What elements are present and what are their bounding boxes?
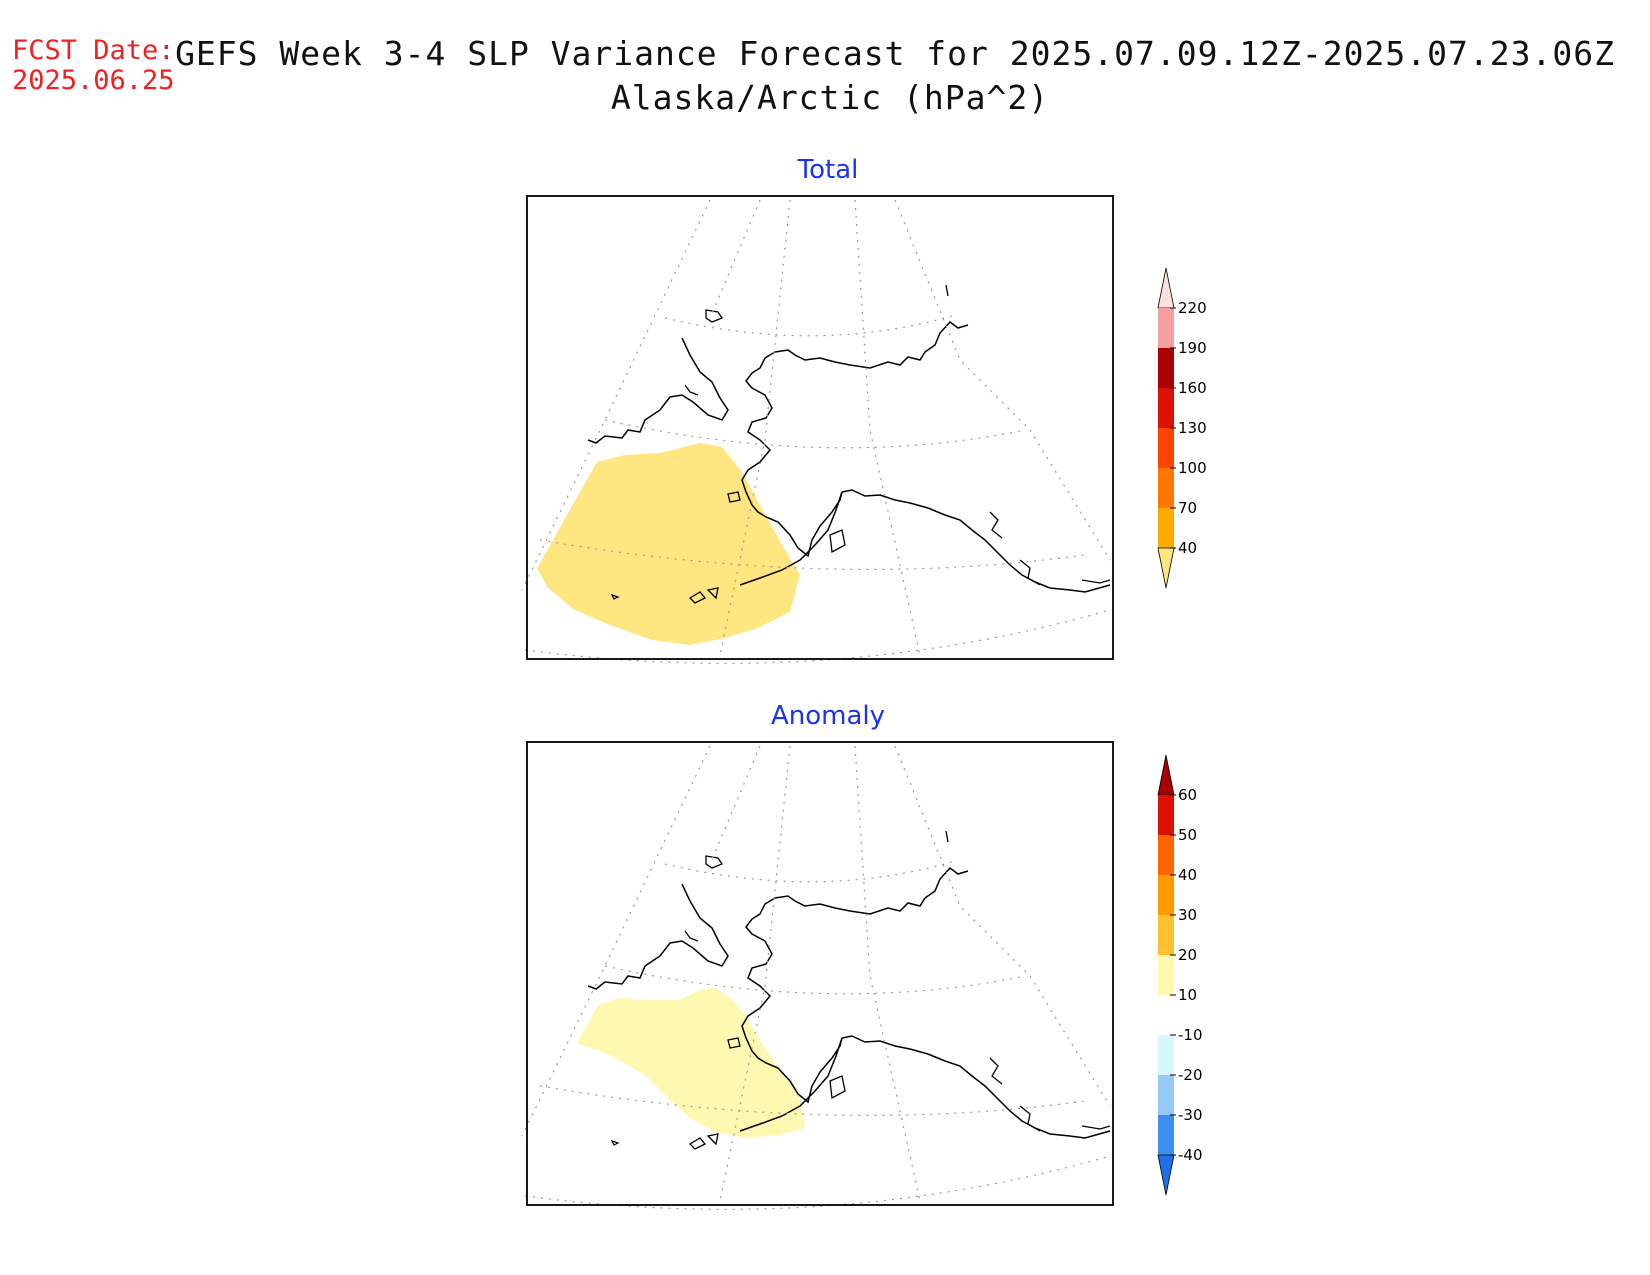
colorbar-segment: [1158, 955, 1174, 995]
colorbar-total: 40 70 100 130 160 190 220: [1157, 267, 1207, 589]
colorbar-tick-label: 40: [1178, 539, 1197, 557]
colorbar-segment: [1158, 835, 1174, 875]
colorbar-segment: [1158, 995, 1174, 1035]
colorbar-end-bottom: [1157, 547, 1175, 589]
variance-shading-total: [537, 443, 800, 645]
colorbar-end-bottom: [1157, 1154, 1175, 1196]
coastline-anomaly: [521, 745, 1111, 1211]
colorbar-tick-label: 20: [1178, 946, 1197, 964]
colorbar-segment: [1158, 915, 1174, 955]
map-frame-anomaly: [526, 741, 1114, 1206]
colorbar-segment: [1158, 308, 1174, 348]
colorbar-tick-label: 50: [1178, 826, 1197, 844]
colorbar-tick-label: 60: [1178, 786, 1197, 804]
colorbar-segment: [1158, 388, 1174, 428]
colorbar-tick-label: -20: [1178, 1066, 1203, 1084]
forecast-date-value: 2025.06.25: [12, 65, 175, 96]
colorbar-end-top: [1157, 267, 1175, 309]
map-anomaly: [521, 741, 1114, 1211]
colorbar-segment: [1158, 468, 1174, 508]
map-frame-total: [526, 195, 1114, 660]
forecast-date-block: FCST Date: 2025.06.25: [12, 36, 175, 96]
colorbar-segment: [1158, 1035, 1174, 1075]
colorbar-tick-label: 130: [1178, 419, 1207, 437]
title-line-1: GEFS Week 3-4 SLP Variance Forecast for …: [175, 34, 1615, 73]
title-line-2: Alaska/Arctic (hPa^2): [610, 78, 1050, 117]
colorbar-tick-label: 190: [1178, 339, 1207, 357]
colorbar-segment: [1158, 508, 1174, 548]
colorbar-tick-label: 30: [1178, 906, 1197, 924]
panel-title-anomaly: Anomaly: [771, 701, 885, 731]
colorbar-anomaly: -40 -30 -20 -10 10 20 30 40 50 60: [1157, 754, 1203, 1196]
colorbar-segment: [1158, 428, 1174, 468]
map-total: [521, 195, 1114, 665]
colorbar-tick-label: 40: [1178, 866, 1197, 884]
colorbar-tick-label: 70: [1178, 499, 1197, 517]
colorbar-segment: [1158, 1075, 1174, 1115]
colorbar-segment: [1158, 348, 1174, 388]
colorbar-tick-label: 10: [1178, 986, 1197, 1004]
figure-title: GEFS Week 3-4 SLP Variance Forecast for …: [0, 32, 1650, 120]
colorbar-tick-label: 160: [1178, 379, 1207, 397]
panel-title-total: Total: [797, 155, 859, 185]
panel-anomaly: Anomaly -40 -30 -20 -10 10 20 30 40 50 60: [521, 701, 1203, 1211]
colorbar-segment: [1158, 795, 1174, 835]
colorbar-segment: [1158, 1115, 1174, 1155]
forecast-date-label: FCST Date:: [12, 35, 175, 66]
colorbar-tick-label: 100: [1178, 459, 1207, 477]
anomaly-shading: [577, 988, 805, 1138]
panel-total: Total 40 70 100 130 160 190 220: [521, 155, 1207, 665]
colorbar-tick-label: -30: [1178, 1106, 1203, 1124]
colorbar-tick-label: 220: [1178, 299, 1207, 317]
colorbar-tick-label: -40: [1178, 1146, 1203, 1164]
colorbar-tick-label: -10: [1178, 1026, 1203, 1044]
colorbar-end-top: [1157, 754, 1175, 796]
colorbar-segment: [1158, 875, 1174, 915]
